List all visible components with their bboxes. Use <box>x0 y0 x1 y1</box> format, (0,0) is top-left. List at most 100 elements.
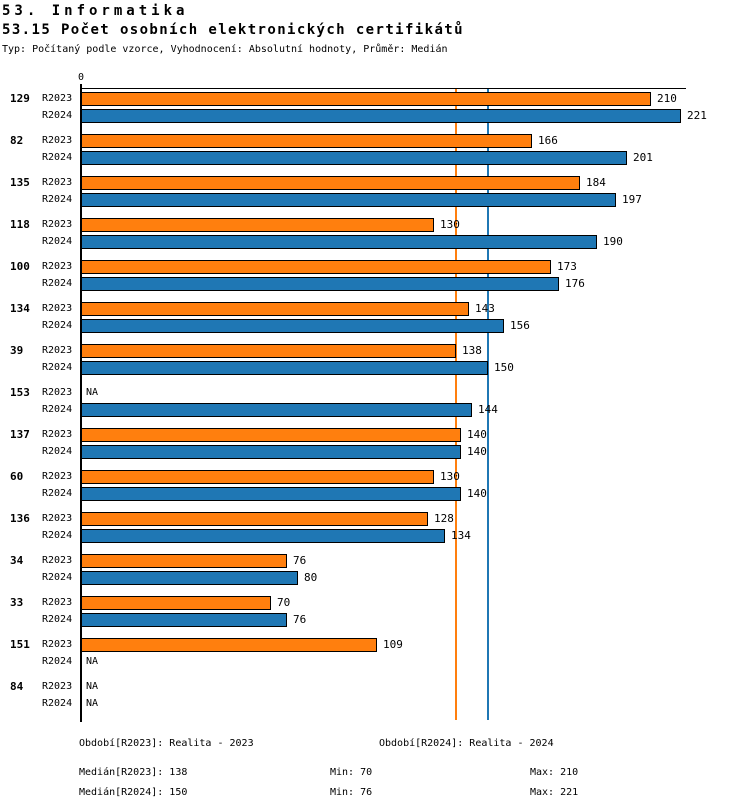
series-label-r2024: R2024 <box>42 656 73 667</box>
bar-value-label: 76 <box>293 554 307 567</box>
bar-value-label: 150 <box>494 361 514 374</box>
group-id-label: 34 <box>10 554 24 567</box>
series-label-r2023: R2023 <box>42 135 73 146</box>
bar-r2024 <box>81 277 559 291</box>
group-id-label: 84 <box>10 680 24 693</box>
max-r2023-stat: Max: 210 <box>530 767 579 778</box>
series-label-r2024: R2024 <box>42 446 73 457</box>
series-label-r2023: R2023 <box>42 303 73 314</box>
group-id-label: 118 <box>10 218 30 231</box>
bar-r2023 <box>81 512 428 526</box>
bar-value-label: 140 <box>467 428 487 441</box>
bar-r2024 <box>81 445 461 459</box>
chart-subtitle: 53.15 Počet osobních elektronických cert… <box>2 22 464 38</box>
bar-value-label: 130 <box>440 218 460 231</box>
bar-value-label: 210 <box>657 92 677 105</box>
bar-value-label: 221 <box>687 109 707 122</box>
bar-r2023 <box>81 134 532 148</box>
series-label-r2023: R2023 <box>42 555 73 566</box>
bar-value-label: 76 <box>293 613 307 626</box>
bar-value-label: 70 <box>277 596 291 609</box>
series-label-r2023: R2023 <box>42 93 73 104</box>
legend-r2024: Období[R2024]: Realita - 2024 <box>379 738 554 749</box>
series-label-r2024: R2024 <box>42 530 73 541</box>
series-label-r2023: R2023 <box>42 219 73 230</box>
bar-r2023 <box>81 176 580 190</box>
bar-r2024 <box>81 403 472 417</box>
bar-r2024 <box>81 529 445 543</box>
bar-r2023 <box>81 302 469 316</box>
bar-r2023 <box>81 260 551 274</box>
chart-meta-line: Typ: Počítaný podle vzorce, Vyhodnocení:… <box>2 44 448 55</box>
bar-value-label: 166 <box>538 134 558 147</box>
group-id-label: 82 <box>10 134 24 147</box>
series-label-r2023: R2023 <box>42 429 73 440</box>
median-r2024-stat: Medián[R2024]: 150 <box>79 787 188 798</box>
bar-r2023 <box>81 596 271 610</box>
bar-value-label: 190 <box>603 235 623 248</box>
series-label-r2024: R2024 <box>42 236 73 247</box>
bar-value-label: 144 <box>478 403 498 416</box>
bar-value-label: 128 <box>434 512 454 525</box>
series-label-r2023: R2023 <box>42 387 73 398</box>
series-label-r2024: R2024 <box>42 320 73 331</box>
group-id-label: 134 <box>10 302 30 315</box>
series-label-r2024: R2024 <box>42 362 73 373</box>
series-label-r2023: R2023 <box>42 177 73 188</box>
bar-r2024 <box>81 193 616 207</box>
bar-r2024 <box>81 109 681 123</box>
na-value-label: NA <box>86 387 99 398</box>
series-label-r2024: R2024 <box>42 152 73 163</box>
group-id-label: 153 <box>10 386 30 399</box>
series-label-r2024: R2024 <box>42 614 73 625</box>
max-r2024-stat: Max: 221 <box>530 787 579 798</box>
bar-value-label: 140 <box>467 487 487 500</box>
bar-value-label: 80 <box>304 571 318 584</box>
bar-r2024 <box>81 235 597 249</box>
group-id-label: 136 <box>10 512 30 525</box>
bar-r2024 <box>81 613 287 627</box>
series-label-r2023: R2023 <box>42 639 73 650</box>
bar-value-label: 140 <box>467 445 487 458</box>
bar-value-label: 173 <box>557 260 577 273</box>
y-axis-line <box>80 84 82 722</box>
group-id-label: 60 <box>10 470 24 483</box>
group-id-label: 129 <box>10 92 30 105</box>
bar-r2024 <box>81 151 627 165</box>
series-label-r2023: R2023 <box>42 681 73 692</box>
min-r2023-stat: Min: 70 <box>330 767 373 778</box>
na-value-label: NA <box>86 656 99 667</box>
bar-r2024 <box>81 487 461 501</box>
na-value-label: NA <box>86 681 99 692</box>
bar-value-label: 197 <box>622 193 642 206</box>
na-value-label: NA <box>86 698 99 709</box>
series-label-r2023: R2023 <box>42 345 73 356</box>
legend-r2023: Období[R2023]: Realita - 2023 <box>79 738 254 749</box>
bar-r2024 <box>81 571 298 585</box>
bar-r2024 <box>81 319 504 333</box>
median-r2023-stat: Medián[R2023]: 138 <box>79 767 188 778</box>
series-label-r2023: R2023 <box>42 471 73 482</box>
series-label-r2023: R2023 <box>42 513 73 524</box>
bar-r2023 <box>81 470 434 484</box>
zero-tick-label: 0 <box>77 72 85 83</box>
bar-value-label: 138 <box>462 344 482 357</box>
series-label-r2024: R2024 <box>42 278 73 289</box>
bar-value-label: 176 <box>565 277 585 290</box>
series-label-r2023: R2023 <box>42 261 73 272</box>
min-r2024-stat: Min: 76 <box>330 787 373 798</box>
median-line-r2024 <box>487 89 489 720</box>
series-label-r2024: R2024 <box>42 488 73 499</box>
bar-r2023 <box>81 92 651 106</box>
bar-value-label: 130 <box>440 470 460 483</box>
page-title: 53. Informatika <box>2 3 189 19</box>
bar-value-label: 156 <box>510 319 530 332</box>
bar-r2023 <box>81 554 287 568</box>
series-label-r2024: R2024 <box>42 572 73 583</box>
bar-value-label: 109 <box>383 638 403 651</box>
bar-r2024 <box>81 361 488 375</box>
group-id-label: 135 <box>10 176 30 189</box>
group-id-label: 39 <box>10 344 24 357</box>
